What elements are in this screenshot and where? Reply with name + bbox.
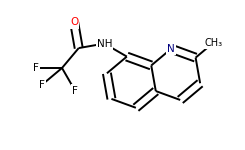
Text: N: N [167,44,175,54]
Text: CH₃: CH₃ [205,38,223,48]
Text: F: F [39,80,45,90]
Text: F: F [33,63,39,73]
Text: F: F [72,85,78,96]
Text: O: O [70,18,78,27]
Text: NH: NH [97,39,112,49]
